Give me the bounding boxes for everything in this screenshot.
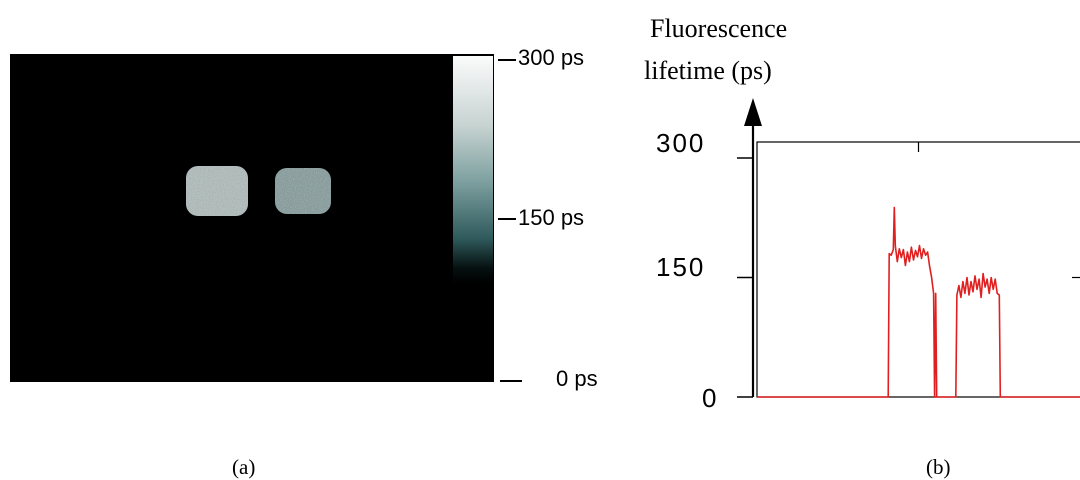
colorbar-label-300: 300 ps xyxy=(518,45,585,70)
ytick-label-150: 150 xyxy=(656,252,706,282)
ylabel-line-2: lifetime (ps) xyxy=(644,56,772,85)
series-line-0 xyxy=(757,206,1080,398)
colorbar xyxy=(453,56,493,284)
panel-a-label: (a) xyxy=(232,455,256,479)
lifetime-image-svg xyxy=(186,166,331,216)
profile-chart xyxy=(737,98,1080,398)
region-2 xyxy=(275,168,331,214)
colorbar-tick-300 xyxy=(498,59,516,61)
plot-frame xyxy=(756,141,1080,398)
plot-series xyxy=(757,206,1080,398)
y-axis-arrow xyxy=(744,98,762,126)
lifetime-image xyxy=(10,54,494,382)
ytick-label-0: 0 xyxy=(702,383,719,413)
colorbar-label-0: 0 ps xyxy=(556,366,598,391)
panel-b-label: (b) xyxy=(926,455,951,479)
lifetime-profile-panel: Fluorescence lifetime (ps) 300 150 0 (b) xyxy=(640,0,1080,480)
colorbar-tick-0 xyxy=(500,380,522,382)
lifetime-image-panel: 300 ps 150 ps 0 ps (a) xyxy=(10,45,598,479)
plot-axes xyxy=(737,98,1080,398)
colorbar-tick-150 xyxy=(498,218,516,220)
region-1 xyxy=(186,166,248,216)
ytick-label-300: 300 xyxy=(656,128,706,158)
colorbar-label-150: 150 ps xyxy=(518,205,585,230)
ylabel-line-1: Fluorescence xyxy=(650,14,788,43)
